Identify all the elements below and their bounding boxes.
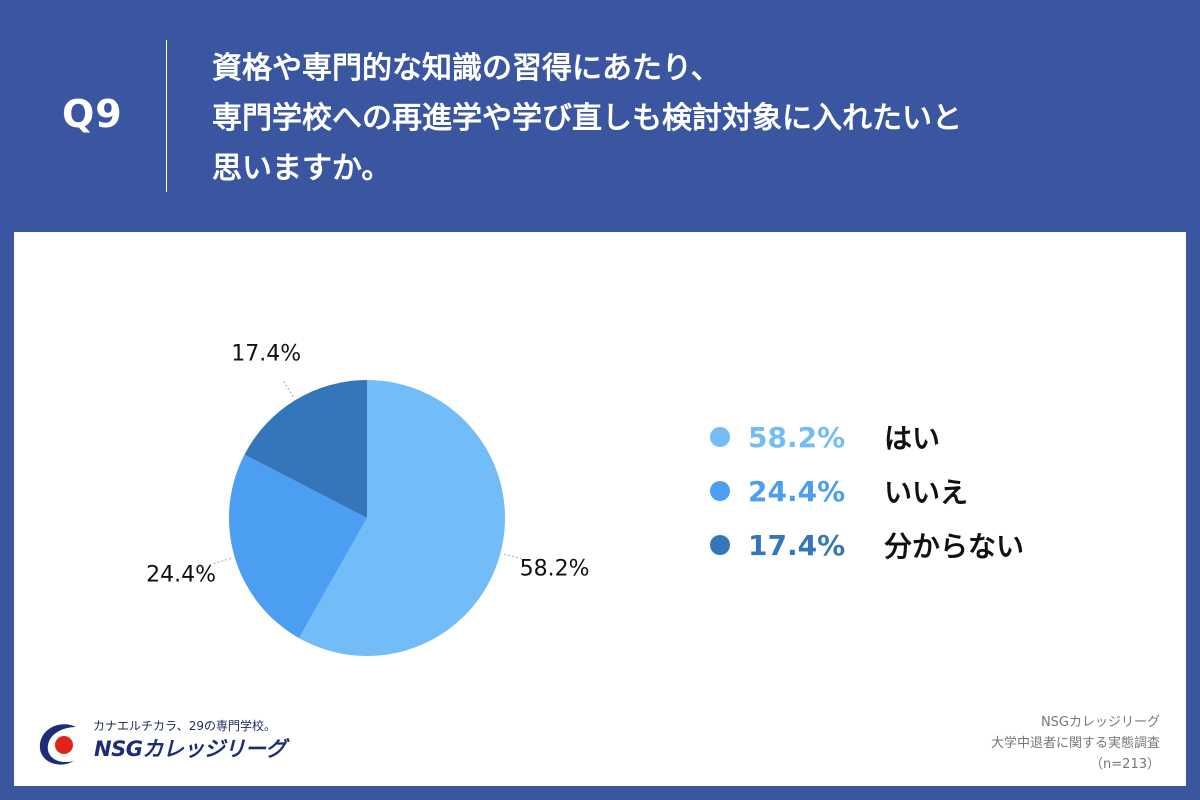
question-line: 資格や専門的な知識の習得にあたり、 [212, 51, 721, 86]
legend-label: はい [884, 422, 941, 455]
logo-name: NSGカレッジリーグ [94, 737, 286, 761]
source-line: NSGカレッジリーグ [1040, 715, 1160, 730]
pie-slice-yes [299, 380, 505, 656]
question-line: 専門学校への再進学や学び直しも検討対象に入れたいと [212, 101, 962, 136]
legend-label: いいえ [884, 476, 969, 509]
leader-line [213, 557, 232, 565]
question-number: Q9 [62, 92, 123, 136]
chart-panel [14, 232, 1186, 786]
nsg-logo: カナエルチカラ、29の専門学校。 NSGカレッジリーグ [36, 713, 296, 773]
chart-legend: 58.2% はい 24.4% いいえ 17.4% 分からない [710, 410, 1024, 572]
question-line: 思いますか。 [212, 151, 392, 186]
legend-value: 17.4% [748, 528, 846, 562]
legend-swatch [710, 427, 730, 447]
question-header: Q9 資格や専門的な知識の習得にあたり、 専門学校への再進学や学び直しも検討対象… [0, 0, 1200, 232]
legend-value: 24.4% [748, 474, 846, 508]
legend-value: 58.2% [748, 420, 846, 454]
legend-item-yes: 58.2% はい [710, 410, 1024, 464]
legend-swatch [710, 481, 730, 501]
leader-line [504, 553, 522, 560]
data-label-yes: 58.2% [520, 556, 590, 581]
legend-item-no: 24.4% いいえ [710, 464, 1024, 518]
source-line: （n=213） [1090, 757, 1160, 772]
source-line: 大学中退者に関する実態調査 [990, 736, 1160, 751]
logo-tagline: カナエルチカラ、29の専門学校。 [93, 719, 277, 733]
source-note: NSGカレッジリーグ 大学中退者に関する実態調査 （n=213） [991, 712, 1160, 775]
question-text: 資格や専門的な知識の習得にあたり、 専門学校への再進学や学び直しも検討対象に入れ… [212, 44, 1172, 194]
legend-swatch [710, 535, 730, 555]
logo-mark-icon [39, 724, 76, 765]
legend-item-unsure: 17.4% 分からない [710, 518, 1024, 572]
data-label-no: 24.4% [146, 562, 216, 587]
legend-label: 分からない [884, 530, 1025, 563]
pie-slice-no [228, 454, 367, 639]
header-divider [166, 40, 167, 192]
data-label-unsure: 17.4% [231, 341, 301, 366]
leader-line [283, 381, 294, 397]
pie-slice-unsure [244, 380, 367, 518]
